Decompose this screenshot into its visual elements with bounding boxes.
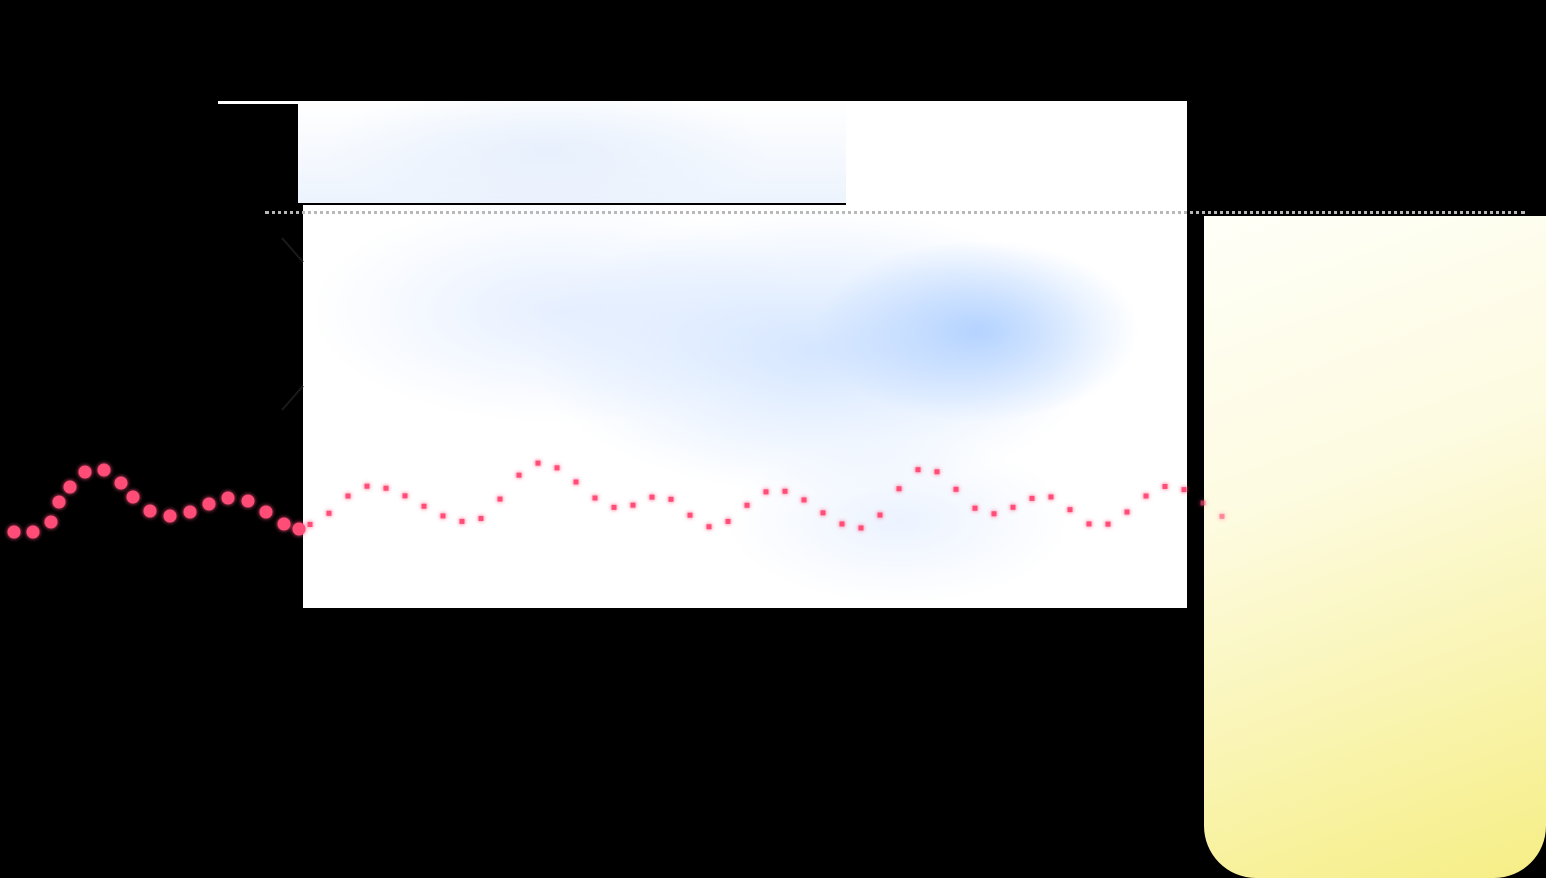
wave-dot — [725, 518, 731, 524]
wave-dot — [763, 489, 769, 495]
wave-dot — [972, 505, 978, 511]
wave-dot — [1200, 500, 1206, 506]
wave-bead — [44, 515, 58, 529]
top-accent-line — [218, 101, 298, 104]
wave-dot — [839, 521, 845, 527]
wave-dot — [307, 521, 313, 527]
wave-dot — [364, 483, 370, 489]
wave-bead — [7, 525, 21, 539]
tick-lower — [281, 385, 304, 411]
wave-dot — [1086, 521, 1092, 527]
wave-dot — [497, 496, 503, 502]
wave-dot — [573, 479, 579, 485]
wave-dot — [554, 465, 560, 471]
wave-dot — [820, 510, 826, 516]
wave-dot — [1219, 513, 1225, 519]
panel-left-edge — [298, 204, 303, 608]
wave-dot — [744, 502, 750, 508]
wave-bead — [143, 504, 157, 518]
wave-dot — [1143, 493, 1149, 499]
wave-bead — [26, 525, 40, 539]
wave-dot — [383, 485, 389, 491]
wave-dot — [1181, 487, 1187, 493]
wave-bead — [221, 491, 235, 505]
wave-bead — [183, 505, 197, 519]
wave-dot — [478, 515, 484, 521]
wave-dot — [934, 469, 940, 475]
wave-bead — [126, 490, 140, 504]
wave-bead — [52, 495, 66, 509]
wave-dot — [1010, 504, 1016, 510]
wave-bead — [277, 517, 291, 531]
wave-dot — [1029, 495, 1035, 501]
wave-bead — [114, 476, 128, 490]
wave-dot — [1105, 521, 1111, 527]
wave-bead — [97, 463, 111, 477]
wave-dot — [896, 486, 902, 492]
wave-dot — [1067, 507, 1073, 513]
wave-dot — [706, 524, 712, 530]
wave-bead — [63, 480, 77, 494]
wave-dot — [1162, 483, 1168, 489]
wave-dot — [668, 496, 674, 502]
wave-dot — [611, 504, 617, 510]
wave-bead — [163, 509, 177, 523]
wave-dot — [991, 511, 997, 517]
wave-bead — [241, 494, 255, 508]
yellow-gradient-card — [1204, 216, 1546, 878]
wave-bead — [78, 465, 92, 479]
wave-dot — [801, 497, 807, 503]
wave-dot — [858, 525, 864, 531]
wave-squares — [307, 460, 1225, 531]
wave-dot — [326, 510, 332, 516]
wave-dot — [535, 460, 541, 466]
wave-dot — [592, 495, 598, 501]
wave-dot — [440, 513, 446, 519]
wave-dot — [421, 503, 427, 509]
wave-bead — [259, 505, 273, 519]
wave-bead — [202, 497, 216, 511]
wave-dot — [953, 486, 959, 492]
wave-dot — [649, 494, 655, 500]
wave-dot — [459, 518, 465, 524]
wave-dot — [915, 467, 921, 473]
wave-bead — [292, 522, 306, 536]
tick-upper — [281, 237, 304, 263]
wave-dot — [1124, 509, 1130, 515]
wave-dot — [402, 493, 408, 499]
content-panel — [298, 101, 1187, 608]
wave-dot — [877, 512, 883, 518]
wave-dot — [782, 488, 788, 494]
wave-dot — [516, 472, 522, 478]
wave-beads — [7, 463, 306, 539]
wave-dot — [345, 493, 351, 499]
header-strip — [298, 101, 846, 205]
wave-dot — [630, 502, 636, 508]
dotted-guide-line — [265, 211, 1525, 214]
wave-dot — [687, 512, 693, 518]
wave-dot — [1048, 494, 1054, 500]
